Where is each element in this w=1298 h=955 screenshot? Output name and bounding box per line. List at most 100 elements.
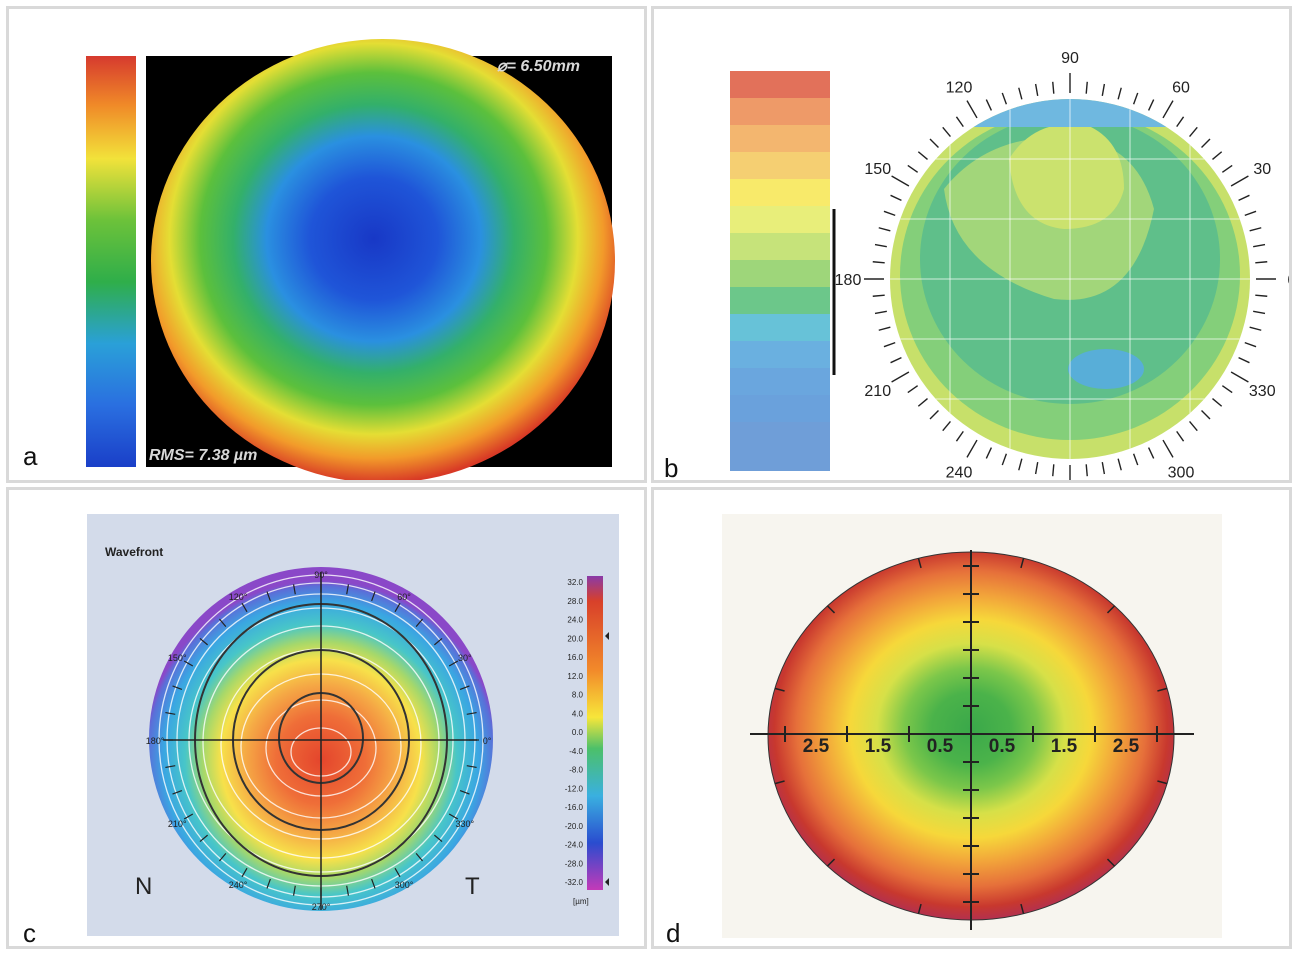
protractor-tick — [459, 790, 470, 795]
protractor-tick — [890, 194, 902, 202]
protractor-tick — [1132, 92, 1139, 105]
protractor-tick — [165, 765, 176, 769]
protractor-tick — [1034, 83, 1039, 96]
protractor-tick — [1018, 458, 1023, 471]
edge-tick — [826, 605, 836, 614]
panel-c-figure: Wavefront 90° 60° 30° 0° 330° 300° 270° 240° 210… — [87, 514, 619, 936]
angle-label: 90° — [314, 570, 328, 580]
protractor-tick — [1132, 453, 1139, 466]
protractor-tick — [1101, 462, 1106, 475]
scale-label: -4.0 — [569, 747, 583, 756]
protractor-tick — [942, 126, 951, 137]
protractor-tick — [1253, 243, 1266, 248]
protractor-tick — [172, 685, 183, 690]
protractor-tick — [165, 711, 176, 715]
protractor-tick — [1238, 194, 1250, 202]
protractor-tick — [1052, 464, 1055, 477]
protractor-tick — [1189, 421, 1198, 432]
protractor-tick — [218, 852, 227, 862]
scale-label: -12.0 — [565, 784, 584, 793]
protractor-tick — [929, 138, 939, 148]
color-scale-bar — [587, 576, 603, 890]
scale-label: 0.0 — [572, 728, 584, 737]
edge-tick — [917, 903, 922, 914]
panel-letter-b: b — [664, 453, 679, 483]
panel-a: ⌀= 6.50mm RMS= 7.38 µm a — [6, 6, 647, 483]
protractor-tick — [1085, 464, 1088, 477]
protractor-tick — [1255, 261, 1268, 264]
protractor-tick — [907, 164, 919, 173]
protractor-tick — [433, 834, 443, 843]
angle-label: 60 — [1172, 80, 1190, 97]
nasal-label: N — [135, 873, 152, 900]
protractor-tick — [1253, 310, 1266, 315]
angle-label: 0 — [1288, 272, 1292, 289]
angle-label: 180° — [146, 736, 165, 746]
scale-label: 12.0 — [567, 672, 583, 681]
protractor-tick — [433, 637, 443, 646]
protractor-tick — [394, 867, 401, 878]
protractor-tick — [1001, 92, 1008, 105]
diameter-label: ⌀= 6.50mm — [497, 58, 580, 75]
protractor-tick — [1147, 99, 1155, 111]
angle-label: 240 — [946, 464, 973, 481]
angle-label: 300° — [395, 880, 414, 890]
protractor-tick — [1244, 341, 1257, 348]
scale-label: -32.0 — [565, 878, 584, 887]
scale-label: -24.0 — [565, 841, 584, 850]
panel-letter-c: c — [23, 918, 36, 948]
protractor-tick — [874, 310, 887, 315]
angle-label: 60° — [397, 592, 411, 602]
protractor-tick — [1052, 81, 1055, 94]
scale-label: -20.0 — [565, 822, 584, 831]
angle-label: 120 — [946, 80, 973, 97]
protractor-tick — [1034, 462, 1039, 475]
angle-label: 30 — [1253, 161, 1271, 178]
protractor-tick — [1249, 326, 1262, 331]
protractor-tick — [292, 885, 296, 896]
scale-label: 8.0 — [572, 691, 584, 700]
protractor-tick — [1212, 398, 1223, 407]
protractor-tick — [883, 341, 896, 348]
protractor-tick — [966, 439, 978, 458]
protractor-tick — [874, 243, 887, 248]
scale-unit: [µm] — [573, 897, 589, 906]
protractor-tick — [872, 261, 885, 264]
axis-tick-label: 0.5 — [989, 736, 1016, 757]
scale-labels: 32.0 28.0 24.0 20.0 16.0 12.0 8.0 4.0 0.0 -4.0 -8.… — [565, 578, 584, 887]
protractor-tick — [891, 175, 910, 187]
axis-ticks — [784, 565, 1158, 903]
angle-label: 150 — [864, 161, 891, 178]
protractor-tick — [1085, 81, 1088, 94]
angle-label: 240° — [229, 880, 248, 890]
angle-label: 300 — [1168, 464, 1195, 481]
protractor-tick — [1101, 83, 1106, 96]
angle-label: 330° — [455, 819, 474, 829]
edge-tick — [1106, 858, 1116, 867]
panel-letter-d: d — [666, 918, 681, 948]
protractor-tick — [218, 618, 227, 628]
temporal-label: T — [465, 873, 480, 900]
map-grid — [890, 99, 1250, 459]
color-scale-bar — [86, 56, 136, 467]
protractor-tick — [917, 151, 928, 160]
panel-b-figure: 9060300330300270240210180150120 — [730, 50, 1292, 481]
protractor-tick — [1221, 385, 1233, 394]
protractor-tick — [955, 430, 964, 442]
protractor-tick — [1244, 210, 1257, 217]
protractor-ticks — [864, 73, 1276, 480]
axis-tick-label: 2.5 — [1113, 736, 1140, 757]
angle-label: 210° — [168, 819, 187, 829]
protractor-tick — [917, 398, 928, 407]
protractor-tick — [966, 100, 978, 119]
angle-label: 30° — [458, 653, 472, 663]
protractor-tick — [878, 227, 891, 232]
scale-label: -8.0 — [569, 766, 583, 775]
protractor-tick — [241, 867, 248, 878]
protractor-tick — [1162, 100, 1174, 119]
color-scale-bar — [730, 71, 830, 471]
protractor-tick — [878, 326, 891, 331]
protractor-tick — [1147, 447, 1155, 459]
scale-label: 24.0 — [567, 616, 583, 625]
protractor-tick — [266, 878, 271, 889]
